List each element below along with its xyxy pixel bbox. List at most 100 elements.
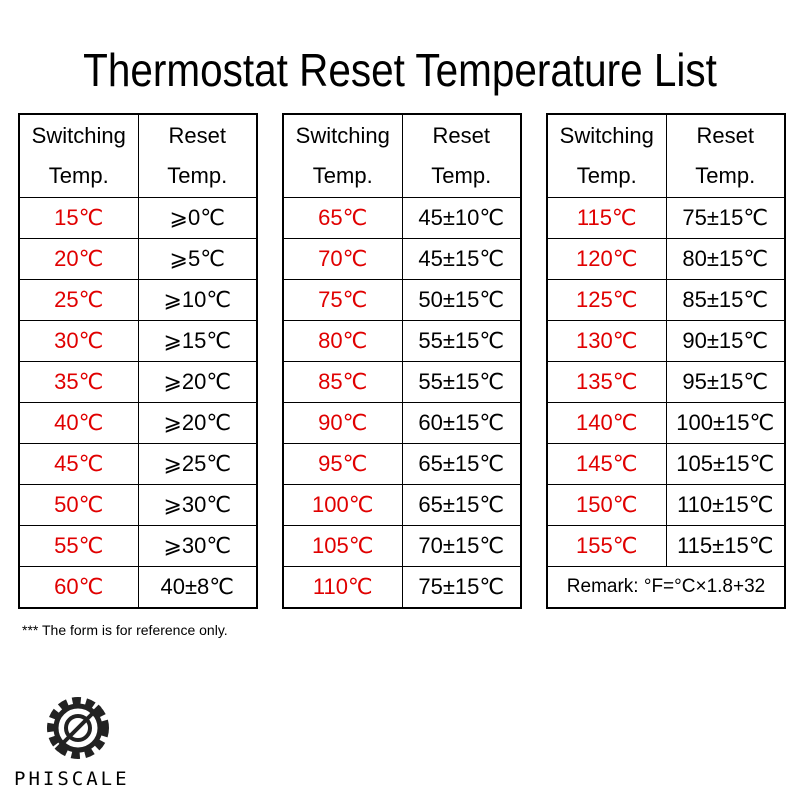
reset-temp: ⩾15℃	[137, 320, 258, 362]
reset-temp: ⩾20℃	[137, 361, 258, 403]
switching-temp: 25℃	[18, 279, 139, 321]
table-row: 80℃ 55±15℃	[282, 320, 522, 362]
switching-temp: 80℃	[282, 320, 403, 362]
header-text: Temp.	[48, 163, 109, 188]
header-text: Temp.	[695, 163, 756, 188]
table-row: 65℃ 45±10℃	[282, 197, 522, 239]
header-cell: Switching Temp.	[546, 113, 667, 198]
header-text: Switching	[295, 123, 390, 148]
table-row: 30℃ ⩾15℃	[18, 320, 258, 362]
switching-temp: 155℃	[546, 525, 667, 567]
data-table: Switching Temp. Reset Temp. 15℃ ⩾0℃ 20℃ ⩾5℃ 25℃ ⩾…	[18, 113, 258, 609]
logo-icon	[47, 697, 109, 759]
header-text: Temp.	[312, 163, 373, 188]
reset-temp: 95±15℃	[665, 361, 786, 403]
header-text: Reset	[432, 123, 490, 148]
switching-temp: 85℃	[282, 361, 403, 403]
switching-temp: 120℃	[546, 238, 667, 280]
table-row: 135℃ 95±15℃	[546, 361, 786, 403]
header-cell: Switching Temp.	[18, 113, 139, 198]
header-cell: Reset Temp.	[665, 113, 786, 198]
data-table: Switching Temp. Reset Temp. 65℃ 45±10℃ 70℃ 45±1…	[282, 113, 522, 609]
header-row: Switching Temp. Reset Temp.	[546, 113, 786, 198]
switching-temp: 15℃	[18, 197, 139, 239]
reset-temp: 85±15℃	[665, 279, 786, 321]
switching-temp: 60℃	[18, 566, 139, 609]
table-row: 25℃ ⩾10℃	[18, 279, 258, 321]
switching-temp: 145℃	[546, 443, 667, 485]
table-row: 145℃ 105±15℃	[546, 443, 786, 485]
table-row: 35℃ ⩾20℃	[18, 361, 258, 403]
table-row: 90℃ 60±15℃	[282, 402, 522, 444]
reset-temp: 80±15℃	[665, 238, 786, 280]
header-text: Temp.	[576, 163, 637, 188]
switching-temp: 55℃	[18, 525, 139, 567]
header-text: Reset	[696, 123, 754, 148]
switching-temp: 130℃	[546, 320, 667, 362]
switching-temp: 65℃	[282, 197, 403, 239]
table-row: 55℃ ⩾30℃	[18, 525, 258, 567]
table-row: 95℃ 65±15℃	[282, 443, 522, 485]
table-row: 155℃ 115±15℃	[546, 525, 786, 567]
header-cell: Switching Temp.	[282, 113, 403, 198]
header-text: Temp.	[431, 163, 492, 188]
switching-temp: 90℃	[282, 402, 403, 444]
reset-temp: ⩾5℃	[137, 238, 258, 280]
reset-temp: 65±15℃	[401, 443, 522, 485]
switching-temp: 150℃	[546, 484, 667, 526]
table-row: 115℃ 75±15℃	[546, 197, 786, 239]
reset-temp: ⩾20℃	[137, 402, 258, 444]
reset-temp: ⩾25℃	[137, 443, 258, 485]
switching-temp: 30℃	[18, 320, 139, 362]
reset-temp: 100±15℃	[665, 402, 786, 444]
table-row: 125℃ 85±15℃	[546, 279, 786, 321]
reset-temp: 65±15℃	[401, 484, 522, 526]
switching-temp: 70℃	[282, 238, 403, 280]
table-row: 120℃ 80±15℃	[546, 238, 786, 280]
table-row: 15℃ ⩾0℃	[18, 197, 258, 239]
reset-temp: 110±15℃	[665, 484, 786, 526]
reset-temp: 55±15℃	[401, 320, 522, 362]
reset-temp: ⩾0℃	[137, 197, 258, 239]
reset-temp: 45±10℃	[401, 197, 522, 239]
switching-temp: 20℃	[18, 238, 139, 280]
reset-temp: 55±15℃	[401, 361, 522, 403]
remark-row: Remark: °F=°C×1.8+32	[546, 566, 786, 609]
table-row: 75℃ 50±15℃	[282, 279, 522, 321]
header-row: Switching Temp. Reset Temp.	[282, 113, 522, 198]
reset-temp: ⩾10℃	[137, 279, 258, 321]
header-text: Switching	[31, 123, 126, 148]
header-row: Switching Temp. Reset Temp.	[18, 113, 258, 198]
table-row: 150℃ 110±15℃	[546, 484, 786, 526]
switching-temp: 110℃	[282, 566, 403, 609]
reset-temp: 45±15℃	[401, 238, 522, 280]
switching-temp: 125℃	[546, 279, 667, 321]
reset-temp: 90±15℃	[665, 320, 786, 362]
table-row: 140℃ 100±15℃	[546, 402, 786, 444]
reset-temp: 70±15℃	[401, 525, 522, 567]
switching-temp: 45℃	[18, 443, 139, 485]
header-text: Switching	[559, 123, 654, 148]
reset-temp: 115±15℃	[665, 525, 786, 567]
switching-temp: 135℃	[546, 361, 667, 403]
footnote: *** The form is for reference only.	[22, 622, 228, 638]
switching-temp: 105℃	[282, 525, 403, 567]
switching-temp: 40℃	[18, 402, 139, 444]
switching-temp: 75℃	[282, 279, 403, 321]
header-cell: Reset Temp.	[401, 113, 522, 198]
table-row: 110℃ 75±15℃	[282, 566, 522, 609]
reset-temp: ⩾30℃	[137, 525, 258, 567]
title: Thermostat Reset Temperature List	[83, 44, 717, 96]
switching-temp: 115℃	[546, 197, 667, 239]
reset-temp: 105±15℃	[665, 443, 786, 485]
remark: Remark: °F=°C×1.8+32	[546, 566, 786, 609]
table-row: 50℃ ⩾30℃	[18, 484, 258, 526]
table-row: 60℃ 40±8℃	[18, 566, 258, 609]
header-cell: Reset Temp.	[137, 113, 258, 198]
table-row: 130℃ 90±15℃	[546, 320, 786, 362]
reset-temp: 75±15℃	[401, 566, 522, 609]
reset-temp: ⩾30℃	[137, 484, 258, 526]
reset-temp: 60±15℃	[401, 402, 522, 444]
logo-text: PHISCALE	[14, 768, 130, 790]
